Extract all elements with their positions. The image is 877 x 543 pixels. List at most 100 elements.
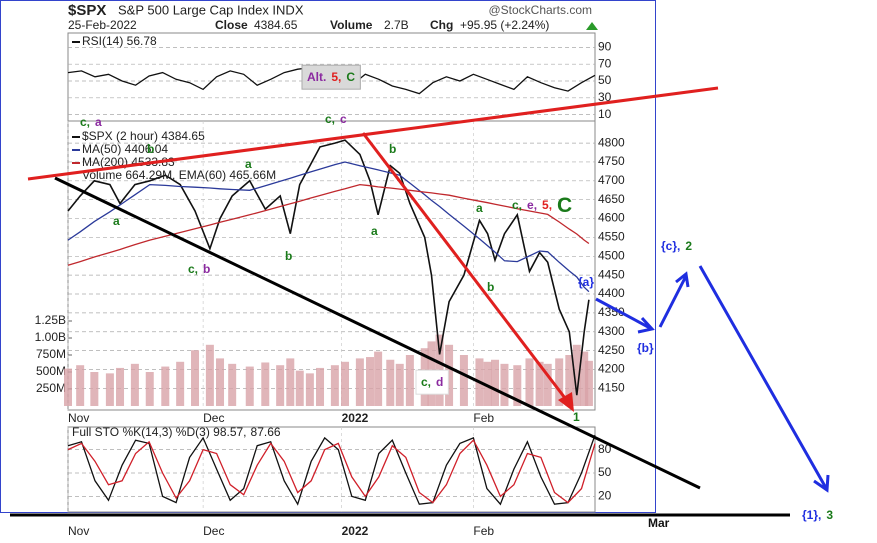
resistance-line <box>27 86 719 181</box>
arrow <box>698 265 830 493</box>
wave-label: 1 <box>573 410 580 424</box>
wave-label-part: {c}, <box>661 239 680 253</box>
wave-label-part: c, <box>421 375 431 389</box>
volume-bar <box>535 361 544 406</box>
y2-tick-label: 500M <box>36 364 66 378</box>
wave-label-part: b <box>487 280 494 294</box>
arrow <box>595 297 655 334</box>
volume-bar <box>565 355 574 406</box>
wave-label: b <box>285 249 292 263</box>
drawn-lines <box>10 86 830 517</box>
y-tick-label: 4650 <box>598 192 625 206</box>
panel-frame <box>67 120 596 411</box>
y-tick-label: 4450 <box>598 267 625 281</box>
wave-label: a <box>113 214 120 228</box>
wave-label-part: c <box>340 112 347 126</box>
y-tick-label: 4250 <box>598 343 625 357</box>
wave-label-part: {a} <box>578 275 594 289</box>
wave-label: b <box>147 142 154 156</box>
volume-bar <box>572 344 581 406</box>
volume-bar <box>261 362 270 406</box>
wave-label-part: a <box>371 224 378 238</box>
volume-bar <box>116 367 125 406</box>
y2-tick-label: 1.00B <box>35 330 66 344</box>
wave-label-part: C <box>346 70 355 84</box>
legend-label: 87.66 <box>251 425 281 439</box>
close-label: Close <box>215 18 248 32</box>
symbol: $SPX <box>68 2 106 19</box>
volume-bar <box>366 357 375 406</box>
series-line <box>67 434 596 506</box>
volume-bar <box>355 358 364 406</box>
legend-label: Volume 664.29M, EMA(60) 465.66M <box>82 168 276 182</box>
support-line <box>54 176 701 490</box>
red-arrow <box>361 132 570 403</box>
y-tick-label: 4700 <box>598 173 625 187</box>
wave-label-part: 1 <box>573 410 580 424</box>
wave-label-part: 2 <box>685 239 692 253</box>
volume-bar <box>205 344 214 406</box>
label-box <box>415 369 449 395</box>
volume-bar <box>64 368 72 406</box>
wave-label: a <box>371 224 378 238</box>
wave-label-part: c, <box>325 112 335 126</box>
volume-bar <box>483 361 492 406</box>
y-tick-label: 50 <box>598 73 612 87</box>
y2-tick-label: 250M <box>36 381 66 395</box>
wave-label-part: C <box>557 194 572 217</box>
wave-label-part: Alt. <box>307 70 326 84</box>
volume-bar <box>386 359 395 406</box>
volume-bar <box>491 359 500 406</box>
y-tick-label: 30 <box>598 90 612 104</box>
volume-bar <box>90 372 99 406</box>
date: 25-Feb-2022 <box>68 18 137 32</box>
y-tick-label: 70 <box>598 56 612 70</box>
wave-label-part: a <box>476 201 483 215</box>
wave-label-part: {b} <box>637 341 654 355</box>
x-tick-label: Feb <box>473 524 494 538</box>
volume: 2.7B <box>384 18 409 32</box>
volume-bar <box>130 363 139 406</box>
x-tick-label: 2022 <box>342 411 369 425</box>
y-tick-label: 4600 <box>598 211 625 225</box>
volume-bar <box>330 365 339 406</box>
volume-bar <box>555 358 564 406</box>
y-tick-label: 4150 <box>598 381 625 395</box>
volume-bar <box>543 363 552 406</box>
volume-bar <box>395 363 404 406</box>
label-box <box>301 64 361 90</box>
volume-bar <box>513 365 522 406</box>
wave-label-part: c, <box>80 115 90 129</box>
wave-label-part: Mar <box>648 516 670 530</box>
wave-label-part: a <box>113 214 120 228</box>
volume-bar <box>191 350 200 406</box>
wave-label-part: {1}, <box>802 508 821 522</box>
wave-label: {a} <box>578 275 594 289</box>
volume-bar <box>295 370 304 406</box>
close: 4384.65 <box>254 18 298 32</box>
wave-label-part: b <box>389 142 396 156</box>
wave-label-part: e, <box>527 198 537 212</box>
volume-bar <box>584 360 593 406</box>
chg: +95.95 (+2.24%) <box>460 18 549 32</box>
volume-bar <box>161 366 170 406</box>
x-tick-label: 2022 <box>342 524 369 538</box>
y-tick-label: 50 <box>598 465 612 479</box>
y-tick-label: 4200 <box>598 362 625 376</box>
x-tick-label: Dec <box>203 524 224 538</box>
y-tick-label: 4750 <box>598 154 625 168</box>
volume-bar <box>316 367 325 406</box>
y2-tick-label: 750M <box>36 347 66 361</box>
legend-label: MA(200) 4533.83 <box>82 155 175 169</box>
wave-label-part: 5, <box>542 198 552 212</box>
wave-label: a <box>245 157 252 171</box>
legend-label: $SPX (2 hour) 4384.65 <box>82 129 205 143</box>
red-arrowhead <box>558 392 574 412</box>
y2-tick-label: 1.25B <box>35 313 66 327</box>
wave-label-part: d <box>436 375 443 389</box>
legend-label: Full STO %K(14,3) %D(3) 98.57, <box>72 425 247 439</box>
x-tick-label: Dec <box>203 411 224 425</box>
volume-bar <box>405 355 414 406</box>
